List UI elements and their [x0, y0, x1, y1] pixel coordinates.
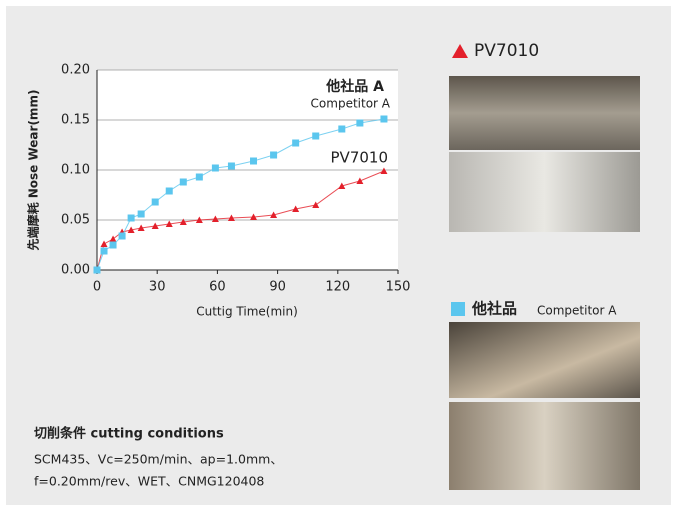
- conditions-title: 切削条件 cutting conditions: [34, 426, 224, 442]
- y-tick-label: 0.10: [61, 163, 90, 178]
- marker: [101, 248, 108, 255]
- marker: [128, 215, 135, 222]
- marker: [212, 165, 219, 172]
- x-tick-label: 30: [149, 280, 166, 295]
- figure: PV7010 他社品 Competitor A 切削条件 cutting con…: [0, 0, 677, 511]
- marker: [228, 163, 235, 170]
- conditions-line: f=0.20mm/rev、WET、CNMG120408: [34, 474, 264, 489]
- marker: [292, 140, 299, 147]
- x-tick-label: 90: [269, 280, 286, 295]
- marker: [196, 174, 203, 181]
- marker: [356, 120, 363, 127]
- y-axis-label: 先端摩耗 Nose Wear(mm): [26, 90, 41, 251]
- marker: [250, 158, 257, 165]
- x-tick-label: 0: [93, 280, 101, 295]
- series-label: 他社品 A: [325, 78, 384, 95]
- marker: [180, 179, 187, 186]
- marker: [312, 133, 319, 140]
- marker: [119, 233, 126, 240]
- marker: [110, 242, 117, 249]
- page: PV7010 他社品 Competitor A 切削条件 cutting con…: [0, 0, 677, 515]
- marker: [138, 211, 145, 218]
- x-tick-label: 60: [209, 280, 226, 295]
- marker: [166, 188, 173, 195]
- x-tick-label: 120: [325, 280, 350, 295]
- marker: [338, 126, 345, 133]
- series-sublabel: Competitor A: [311, 97, 391, 111]
- conditions-line: SCM435、Vc=250m/min、ap=1.0mm、: [34, 452, 283, 467]
- x-axis-label: Cuttig Time(min): [196, 305, 298, 319]
- x-tick-label: 150: [386, 280, 411, 295]
- marker: [94, 267, 101, 274]
- photo-sublabel: Competitor A: [537, 304, 617, 318]
- series-label: PV7010: [331, 149, 388, 167]
- photo: [449, 76, 640, 150]
- y-tick-label: 0.05: [61, 213, 90, 228]
- marker: [380, 116, 387, 123]
- photo-marker: [451, 302, 465, 316]
- photo: [449, 402, 640, 490]
- marker: [270, 152, 277, 159]
- photo: [449, 322, 640, 398]
- y-tick-label: 0.15: [61, 113, 90, 128]
- photo: [449, 152, 640, 232]
- photo-label: PV7010: [474, 41, 539, 61]
- photo-label: 他社品: [471, 300, 517, 318]
- marker: [152, 199, 159, 206]
- y-tick-label: 0.00: [61, 263, 90, 278]
- y-tick-label: 0.20: [61, 63, 90, 78]
